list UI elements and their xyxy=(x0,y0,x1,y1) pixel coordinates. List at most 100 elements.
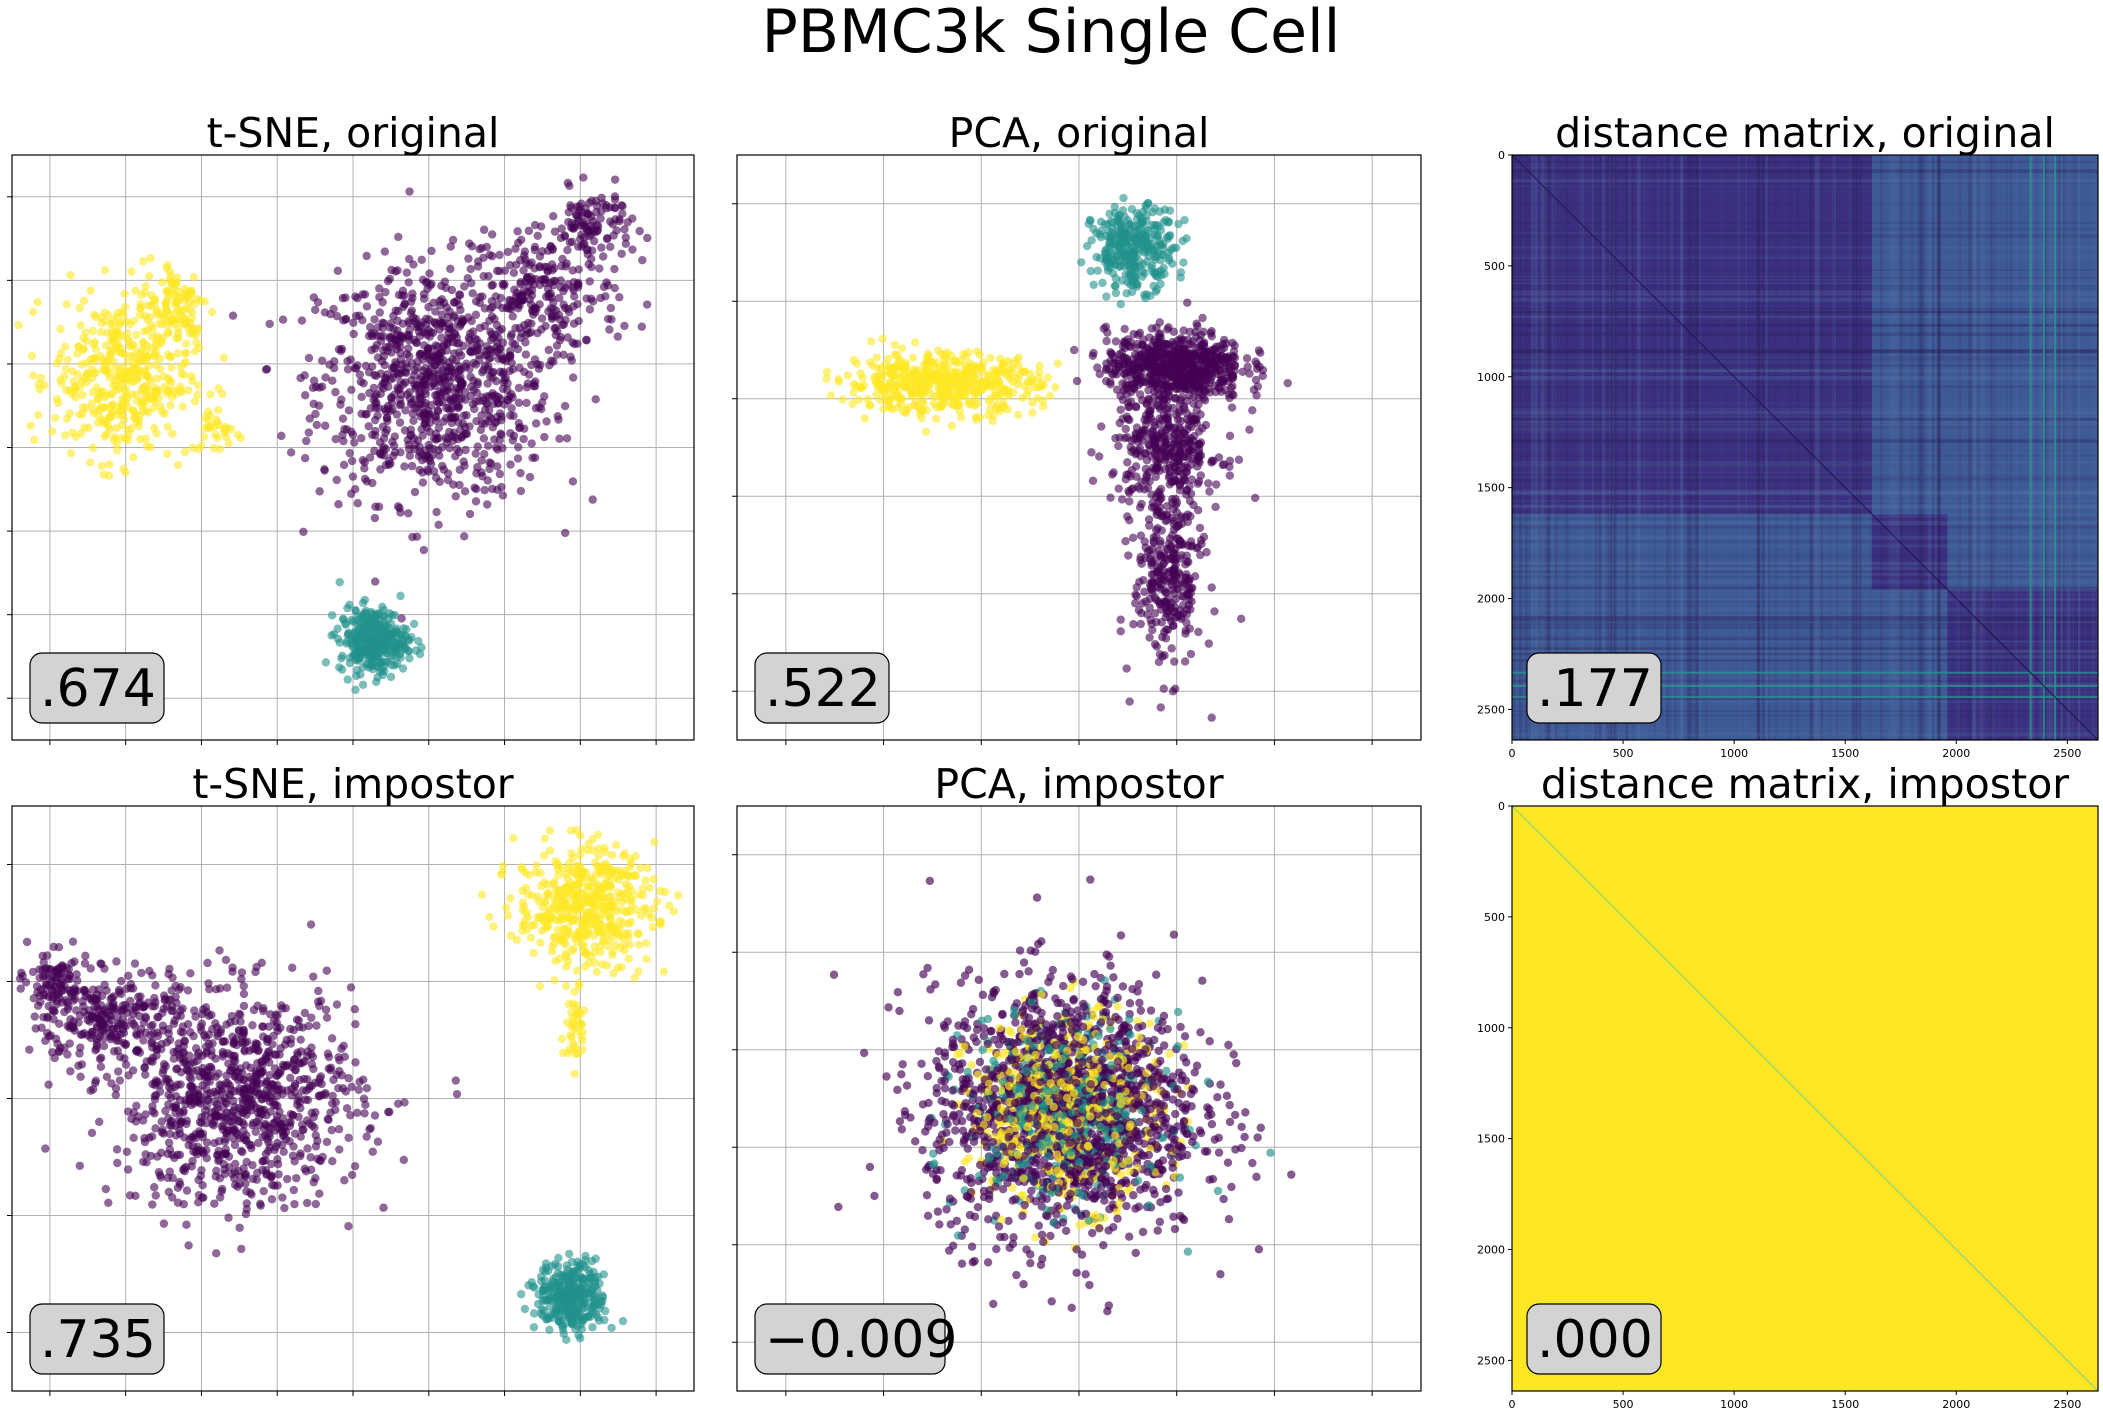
data-point xyxy=(356,641,365,651)
heatmap-stripe xyxy=(1512,562,2098,566)
heatmap-stripe xyxy=(1513,155,1516,740)
data-point xyxy=(854,395,864,404)
data-point xyxy=(1119,193,1128,203)
data-point xyxy=(117,379,127,389)
data-point xyxy=(466,264,475,274)
heatmap-stripe xyxy=(1512,661,2098,663)
data-point xyxy=(447,364,456,373)
data-point xyxy=(344,1133,353,1142)
data-point xyxy=(890,350,900,359)
data-point xyxy=(834,375,843,384)
data-point xyxy=(222,424,232,434)
data-point xyxy=(1132,208,1141,218)
data-point xyxy=(95,1117,104,1127)
data-point xyxy=(300,371,309,380)
data-point xyxy=(494,399,503,408)
data-point xyxy=(451,452,460,461)
heatmap-stripe xyxy=(1512,276,2098,280)
heatmap-stripe xyxy=(1512,524,2098,527)
heatmap-stripe xyxy=(1512,696,2098,699)
heatmap-stripe xyxy=(1512,364,2098,367)
heatmap-stripe xyxy=(1512,598,2098,601)
data-point xyxy=(910,338,920,347)
data-point xyxy=(107,327,117,337)
data-point xyxy=(528,453,537,462)
data-point xyxy=(491,443,501,452)
heatmap-stripe xyxy=(1512,438,2098,441)
data-point xyxy=(1028,408,1037,417)
data-point xyxy=(134,358,143,367)
heatmap-stripe xyxy=(1512,429,2098,434)
heatmap-stripe xyxy=(1668,155,1672,740)
data-point xyxy=(451,356,461,365)
data-point xyxy=(1095,452,1104,461)
heatmap-stripe xyxy=(2045,155,2049,740)
data-point xyxy=(496,429,505,438)
data-point xyxy=(459,411,469,420)
data-point xyxy=(334,1125,344,1134)
data-point xyxy=(358,455,368,465)
data-point xyxy=(417,450,426,459)
data-point xyxy=(142,442,152,451)
data-point xyxy=(311,305,320,315)
heatmap-stripe xyxy=(1512,311,2098,313)
data-point xyxy=(478,472,487,481)
data-point xyxy=(1138,272,1147,281)
score-box xyxy=(29,652,165,724)
data-point xyxy=(496,293,506,303)
data-point xyxy=(465,335,474,345)
axes-frame xyxy=(11,154,695,741)
data-point xyxy=(424,440,433,450)
data-point xyxy=(550,227,560,236)
heatmap-stripe xyxy=(1512,504,2098,509)
heatmap-stripe xyxy=(1512,282,2098,284)
data-point xyxy=(404,509,413,518)
axes-frame xyxy=(736,154,1422,741)
data-point xyxy=(364,368,374,377)
data-point xyxy=(515,301,524,310)
data-point xyxy=(401,359,411,368)
data-point xyxy=(351,648,360,658)
data-point xyxy=(395,418,405,427)
data-point xyxy=(56,349,66,358)
data-point xyxy=(484,405,494,415)
data-point xyxy=(1201,420,1211,430)
data-point xyxy=(280,1203,289,1213)
heatmap-stripe xyxy=(1736,155,1739,740)
data-point xyxy=(569,302,578,311)
data-point xyxy=(1183,298,1192,307)
heatmap-stripe xyxy=(1973,155,1976,740)
data-point xyxy=(1140,243,1150,252)
data-point xyxy=(1167,541,1176,551)
data-point xyxy=(1143,610,1152,619)
data-point xyxy=(164,1100,173,1109)
data-point xyxy=(373,609,383,619)
data-point xyxy=(451,1076,460,1085)
data-point xyxy=(503,247,513,257)
data-point xyxy=(537,404,546,414)
data-point xyxy=(422,314,431,324)
data-point xyxy=(1148,544,1157,554)
heatmap-stripe xyxy=(1890,155,1894,740)
heatmap-stripe xyxy=(1512,269,2098,271)
x-tick-label: 2500 xyxy=(2053,747,2081,760)
data-point xyxy=(1185,481,1194,491)
data-point xyxy=(1111,274,1121,283)
heatmap-stripe xyxy=(1512,310,2098,314)
data-point xyxy=(425,269,434,278)
data-point xyxy=(78,409,87,419)
heatmap-stripe xyxy=(1970,155,1973,740)
data-point xyxy=(370,392,380,401)
heatmap-stripe xyxy=(1512,465,2098,469)
heatmap-stripe xyxy=(1512,415,2098,418)
data-point xyxy=(457,381,466,390)
data-point xyxy=(1035,361,1044,370)
data-point xyxy=(1118,379,1127,388)
data-point xyxy=(124,337,134,347)
data-point xyxy=(1163,568,1173,577)
data-point xyxy=(1219,335,1229,345)
data-point xyxy=(398,664,408,673)
data-point xyxy=(1112,385,1122,394)
data-point xyxy=(309,399,318,409)
data-point xyxy=(1196,550,1205,560)
